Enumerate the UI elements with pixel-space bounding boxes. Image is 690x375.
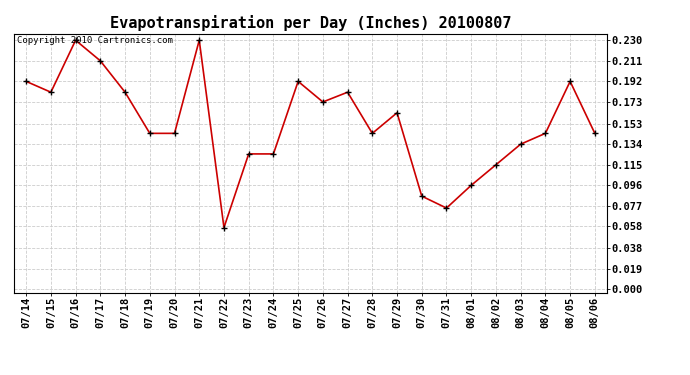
Title: Evapotranspiration per Day (Inches) 20100807: Evapotranspiration per Day (Inches) 2010… (110, 15, 511, 31)
Text: Copyright 2010 Cartronics.com: Copyright 2010 Cartronics.com (17, 36, 172, 45)
